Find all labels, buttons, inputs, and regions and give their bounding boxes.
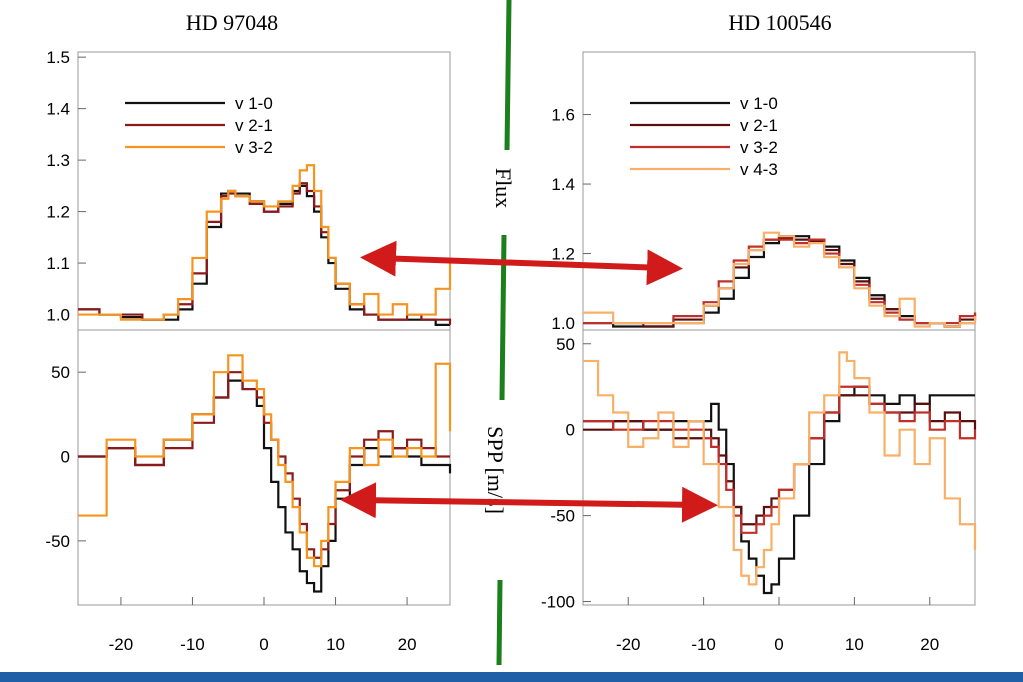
green-divider [496,0,512,666]
x-tick-label: 10 [845,635,864,654]
legend-label: v 3-2 [235,138,273,157]
y-tick-label: 50 [51,363,70,382]
series-line-v-2-1 [583,394,977,526]
y-tick-label: -100 [541,593,575,612]
flux-axis-label: Flux [491,168,516,208]
chart-right: 1.01.21.41.6v 1-0v 2-1v 3-2v 4-3 -100-50… [541,51,977,654]
legend-label: v 3-2 [740,138,778,157]
left-x-axis: -20 -10 0 10 20 [109,597,417,654]
y-tick-label: 1.6 [551,106,575,125]
arrow-flux [360,240,683,286]
legend-label: v 1-0 [235,94,273,113]
right-spp-panel: -100 -50 0 50 [541,329,977,612]
bottom-bar [0,672,1023,682]
x-tick-label: 20 [398,635,417,654]
y-tick-label: 1.2 [46,203,70,222]
x-tick-label: -10 [180,635,205,654]
series-line-v-3-2 [583,238,977,325]
right-flux-frame [582,51,976,331]
x-tick-label: -10 [691,635,716,654]
y-tick-label: 1.4 [46,100,70,119]
chart-left: 1.0 1.1 1.2 1.3 1.4 1.5 v 1-0 v 2-1 v 3-2 -50 0 50… [45,48,452,654]
right-x-axis: -20 -10 0 10 20 [616,597,939,654]
series-line-v-2-1 [78,371,450,559]
x-tick-label: 0 [259,635,268,654]
series-line-v-3-2 [78,354,452,568]
y-tick-label: 1.2 [551,245,575,264]
legend-label: v 4-3 [740,160,778,179]
y-tick-label: 1.1 [46,254,70,273]
legend-label: v 1-0 [740,94,778,113]
divider-segment-top [504,0,512,151]
y-tick-label: 0 [566,421,575,440]
right-flux-panel: 1.0 1.2 1.4 1.6 v 1-0 v 2-1 v 3-2 v 4-3 [551,51,977,333]
y-tick-label: -50 [45,532,70,551]
y-tick-label: 1.0 [551,314,575,333]
y-tick-label: 1.0 [46,306,70,325]
series-line-v-1-0 [583,385,975,595]
arrow-spp [340,482,718,523]
left-spp-panel: -50 0 50 [45,329,452,606]
legend-label: v 2-1 [740,116,778,135]
y-tick-label: 1.3 [46,151,70,170]
x-tick-label: 0 [774,635,783,654]
y-tick-label: 1.4 [551,175,575,194]
series-line-v-4-3 [583,351,977,586]
series-line-v-1-0 [583,235,975,328]
chart-title-left: HD 97048 [186,10,278,35]
series-line-v-4-3 [583,231,977,328]
x-tick-label: -20 [109,635,134,654]
y-tick-label: 0 [61,448,70,467]
left-flux-panel: 1.0 1.1 1.2 1.3 1.4 1.5 v 1-0 v 2-1 v 3-2 [46,48,452,331]
y-tick-label: 50 [556,335,575,354]
y-tick-label: -50 [550,507,575,526]
x-tick-label: 20 [920,635,939,654]
x-tick-label: -20 [616,635,641,654]
chart-title-right: HD 100546 [728,10,831,35]
series-line-v-2-1 [583,236,977,328]
left-spp-frame [77,329,451,606]
x-tick-label: 10 [326,635,345,654]
y-tick-label: 1.5 [46,48,70,67]
divider-segment-bottom [496,579,503,666]
series-line-v-3-2 [78,164,452,321]
legend-label: v 2-1 [235,116,273,135]
